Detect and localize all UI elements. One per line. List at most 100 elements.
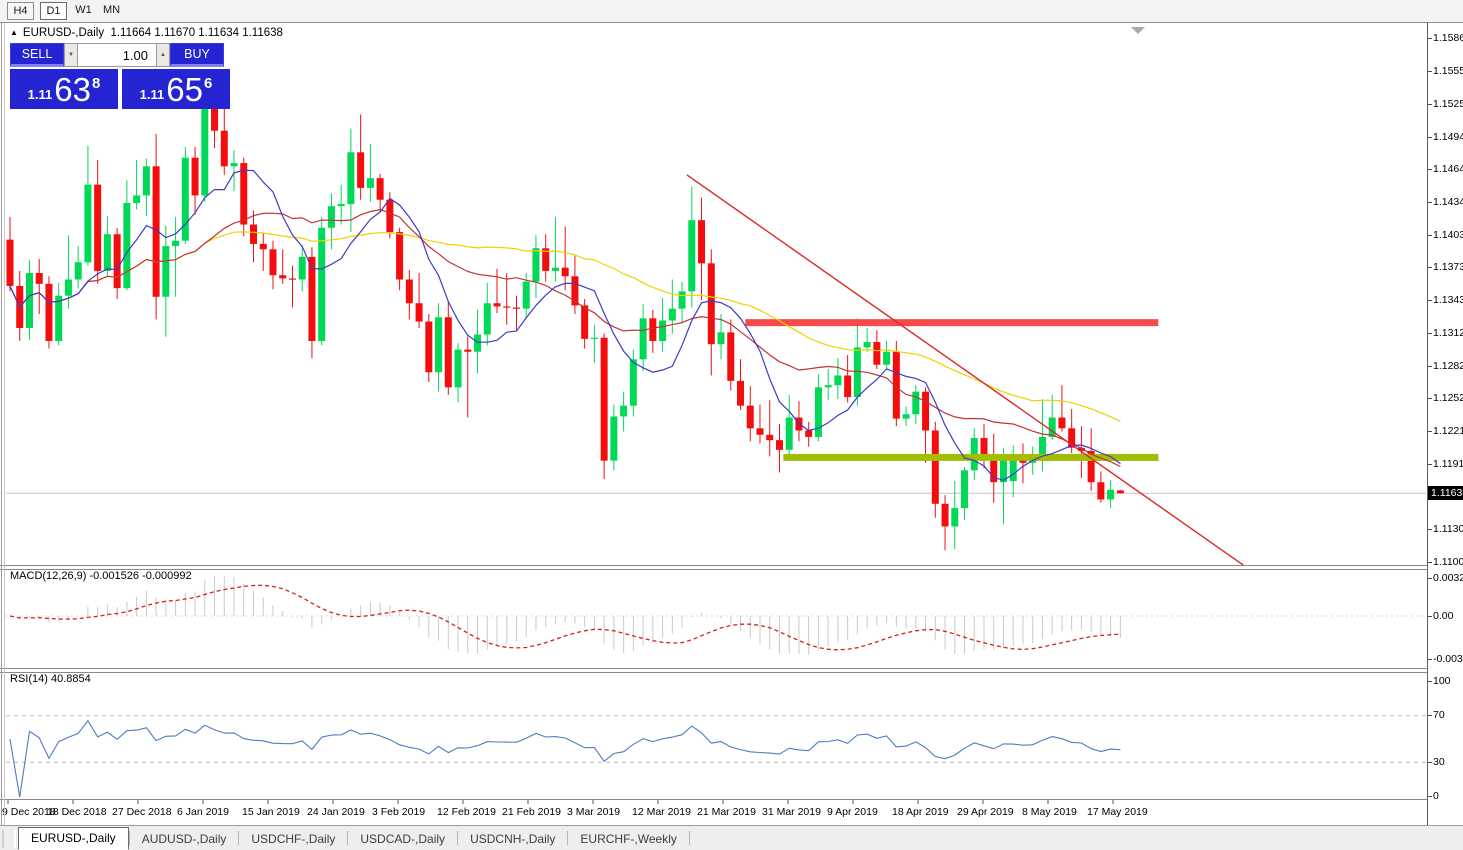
candle-body	[990, 459, 998, 483]
candle-body	[1087, 450, 1095, 483]
candle-body	[659, 320, 667, 341]
price-axis-label: 1.15860	[1433, 32, 1463, 44]
tab-separator	[688, 831, 690, 845]
ohlc-values: 1.11664 1.11670 1.11634 1.11638	[110, 27, 283, 39]
price-tick	[1428, 431, 1432, 432]
candle-body	[620, 405, 628, 417]
candle-body	[1058, 417, 1066, 429]
tab-usdchf-daily[interactable]: USDCHF-,Daily	[251, 832, 336, 846]
ask-price-pip: 6	[203, 75, 213, 92]
ask-price-display[interactable]: 1.11 65 6	[122, 69, 230, 109]
tab-separator	[347, 831, 349, 845]
candle-body	[84, 184, 92, 263]
date-axis-label: 12 Mar 2019	[632, 806, 691, 818]
candle-body	[493, 303, 501, 307]
tab-separator	[238, 831, 240, 845]
price-axis-label: 1.11910	[1433, 457, 1463, 470]
tab-usdcnh-daily[interactable]: USDCNH-,Daily	[470, 832, 556, 846]
collapse-panel-icon[interactable]: ▲	[10, 28, 18, 37]
buy-button[interactable]: BUY	[170, 43, 224, 67]
bid-price-pip: 8	[91, 75, 101, 92]
descending-trendline[interactable]	[686, 174, 1246, 567]
price-tick	[1428, 616, 1432, 617]
price-axis-label: 1.12820	[1433, 359, 1463, 372]
candle-body	[922, 391, 930, 431]
candle-body	[600, 337, 608, 461]
price-tick	[1428, 796, 1432, 797]
candle-body	[405, 279, 413, 304]
date-axis-label: 12 Feb 2019	[437, 806, 496, 818]
candle-body	[775, 440, 783, 450]
candle-body	[25, 273, 33, 329]
toolbar-separator	[36, 2, 37, 20]
rsi-panel-splitter[interactable]	[0, 668, 1463, 673]
macd-indicator-label: MACD(12,26,9) -0.001526 -0.000992	[10, 570, 192, 582]
chart-shift-marker-icon[interactable]	[1131, 27, 1145, 34]
candle-body	[327, 206, 335, 228]
timeframe-button-mn[interactable]: MN	[102, 4, 121, 16]
tab-audusd-daily[interactable]: AUDUSD-,Daily	[141, 832, 227, 846]
chart-title: ▲ EURUSD-,Daily 1.11664 1.11670 1.11634 1…	[10, 27, 283, 41]
candle-body	[678, 291, 686, 309]
candle-body	[756, 428, 764, 435]
candle-body	[181, 157, 189, 241]
volume-input[interactable]	[78, 43, 156, 67]
candle-body	[581, 305, 589, 339]
bid-price-main: 63	[54, 71, 91, 108]
tab-bar-gripper[interactable]	[2, 830, 16, 848]
resistance-hline[interactable]	[745, 319, 1159, 327]
timeframe-button-w1[interactable]: W1	[75, 4, 92, 16]
chart-bottom-border	[0, 799, 1463, 800]
date-axis-label: 17 May 2019	[1087, 806, 1148, 818]
date-axis-label: 8 May 2019	[1022, 806, 1077, 818]
candle-body	[357, 152, 365, 188]
tab-eurchf-weekly[interactable]: EURCHF-,Weekly	[580, 832, 677, 846]
candle-body	[64, 279, 72, 296]
macd-panel-splitter[interactable]	[0, 565, 1463, 570]
price-axis-label: 1.12215	[1433, 425, 1463, 437]
date-axis-label: 18 Apr 2019	[892, 806, 949, 818]
tab-eurusd-daily[interactable]: EURUSD-,Daily	[18, 827, 129, 850]
candle-body	[512, 307, 520, 309]
price-axis-label: 1.11000	[1433, 556, 1463, 568]
timeframe-button-h4[interactable]: H4	[7, 2, 34, 20]
candle-body	[980, 438, 988, 460]
candle-body	[1009, 455, 1017, 482]
candle-body	[94, 184, 102, 271]
candle-body	[337, 204, 345, 207]
volume-decrease-button[interactable]: ▼	[64, 43, 78, 67]
candle-body	[6, 239, 14, 286]
candle-body	[269, 249, 277, 276]
candle-body	[902, 414, 910, 419]
price-tick	[1428, 529, 1432, 531]
candle-body	[961, 470, 969, 509]
tab-usdcad-daily[interactable]: USDCAD-,Daily	[360, 832, 446, 846]
price-axis-label: 1.13430	[1433, 294, 1463, 306]
price-axis[interactable]: 1.15860 1.15555 1.15250 1.14945 1.14645 1.143…	[1427, 23, 1463, 825]
chart-tab-bar: EURUSD-,Daily AUDUSD-,Daily USDCHF-,Dail…	[0, 825, 1463, 850]
candle-body	[240, 163, 248, 225]
candle-body	[201, 83, 209, 196]
price-tick	[1428, 398, 1432, 400]
volume-increase-button[interactable]: ▲	[156, 43, 170, 67]
candle-body	[133, 195, 141, 203]
candle-body	[883, 351, 891, 365]
candle-body	[113, 234, 121, 289]
candle-body	[396, 232, 404, 280]
macd-scale-label: 0.00	[1433, 610, 1454, 622]
rsi-scale-label: 0	[1433, 790, 1439, 802]
date-axis-label: 27 Dec 2018	[112, 806, 172, 818]
candle-body	[142, 166, 150, 196]
candle-body	[1068, 428, 1076, 448]
timeframe-button-d1[interactable]: D1	[40, 2, 67, 20]
bid-price-display[interactable]: 1.11 63 8	[10, 69, 118, 109]
support-hline[interactable]	[783, 453, 1159, 461]
sell-button[interactable]: SELL	[10, 43, 64, 67]
bid-price-prefix: 1.11	[27, 87, 53, 102]
date-axis-label: 21 Feb 2019	[502, 806, 561, 818]
candle-body	[814, 387, 822, 437]
symbol-title: EURUSD-,Daily	[22, 27, 105, 39]
price-tick	[1428, 103, 1432, 105]
rsi-scale-label: 30	[1433, 756, 1445, 768]
